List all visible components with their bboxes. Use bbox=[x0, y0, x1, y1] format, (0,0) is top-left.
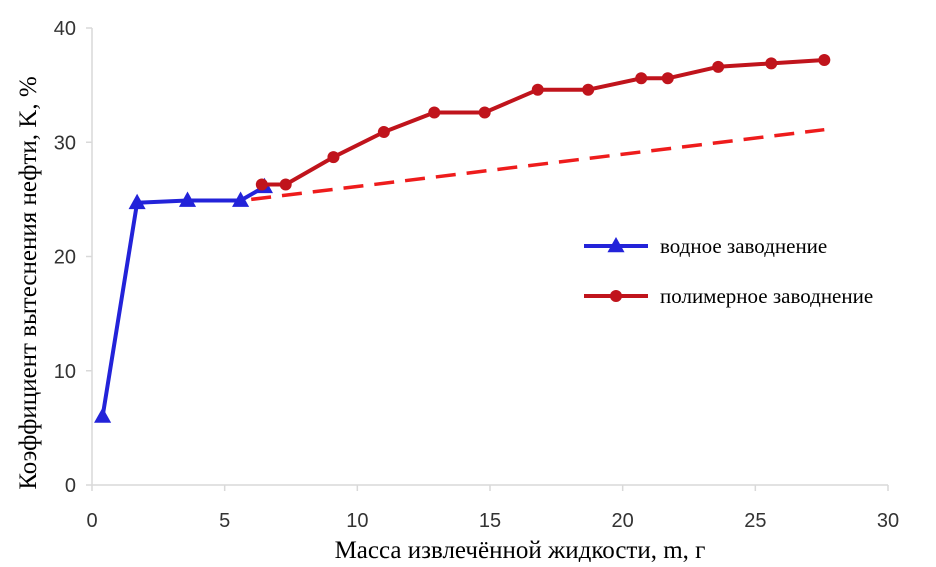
y-tick-label: 20 bbox=[54, 247, 76, 269]
x-axis-title: Масса извлечённой жидкости, m, г bbox=[335, 537, 706, 562]
trend-line-dashed bbox=[250, 127, 825, 202]
x-tick-label: 15 bbox=[479, 510, 501, 532]
legend: водное заводнение полимерное заводнение bbox=[584, 234, 873, 308]
data-point-circle bbox=[661, 72, 674, 85]
data-point-triangle bbox=[94, 407, 112, 423]
axis-ticks: 0 5 10 15 20 25 30 0 10 20 30 40 bbox=[54, 18, 899, 532]
data-point-circle bbox=[478, 106, 491, 119]
data-point-triangle bbox=[607, 237, 625, 253]
legend-item: водное заводнение bbox=[584, 234, 827, 258]
x-tick-label: 10 bbox=[346, 510, 368, 532]
data-point-circle bbox=[712, 60, 725, 73]
data-point-circle bbox=[279, 178, 292, 191]
data-point-triangle bbox=[178, 191, 197, 207]
y-tick-label: 0 bbox=[65, 475, 76, 497]
data-point-circle bbox=[255, 178, 268, 191]
legend-item: полимерное заводнение bbox=[584, 284, 873, 308]
x-tick-label: 5 bbox=[219, 510, 230, 532]
data-point-circle bbox=[428, 106, 441, 119]
data-point-circle bbox=[818, 53, 831, 66]
y-tick-label: 40 bbox=[54, 18, 76, 40]
series-line bbox=[261, 58, 825, 187]
x-tick-label: 0 bbox=[86, 510, 97, 532]
data-point-circle bbox=[531, 83, 544, 96]
data-point-triangle bbox=[232, 191, 250, 207]
data-point-circle bbox=[765, 57, 778, 70]
series-2 bbox=[250, 127, 825, 202]
y-tick-label: 10 bbox=[54, 361, 76, 383]
series-line bbox=[100, 185, 266, 417]
data-point-circle bbox=[582, 83, 595, 96]
series-0 bbox=[94, 177, 274, 423]
y-axis-title: Коэффициент вытеснения нефти, K, % bbox=[15, 76, 42, 489]
x-tick-label: 20 bbox=[612, 510, 634, 532]
data-point-circle bbox=[635, 72, 648, 85]
series-layer bbox=[94, 53, 831, 423]
series-1 bbox=[255, 53, 831, 191]
data-point-circle bbox=[610, 290, 622, 302]
y-tick-label: 30 bbox=[54, 132, 76, 154]
data-point-circle bbox=[327, 151, 340, 164]
legend-label: водное заводнение bbox=[660, 234, 827, 258]
x-tick-label: 25 bbox=[744, 510, 766, 532]
data-point-triangle bbox=[128, 193, 146, 210]
data-point-circle bbox=[377, 125, 390, 138]
x-tick-label: 30 bbox=[877, 510, 899, 532]
legend-label: полимерное заводнение bbox=[660, 284, 873, 308]
